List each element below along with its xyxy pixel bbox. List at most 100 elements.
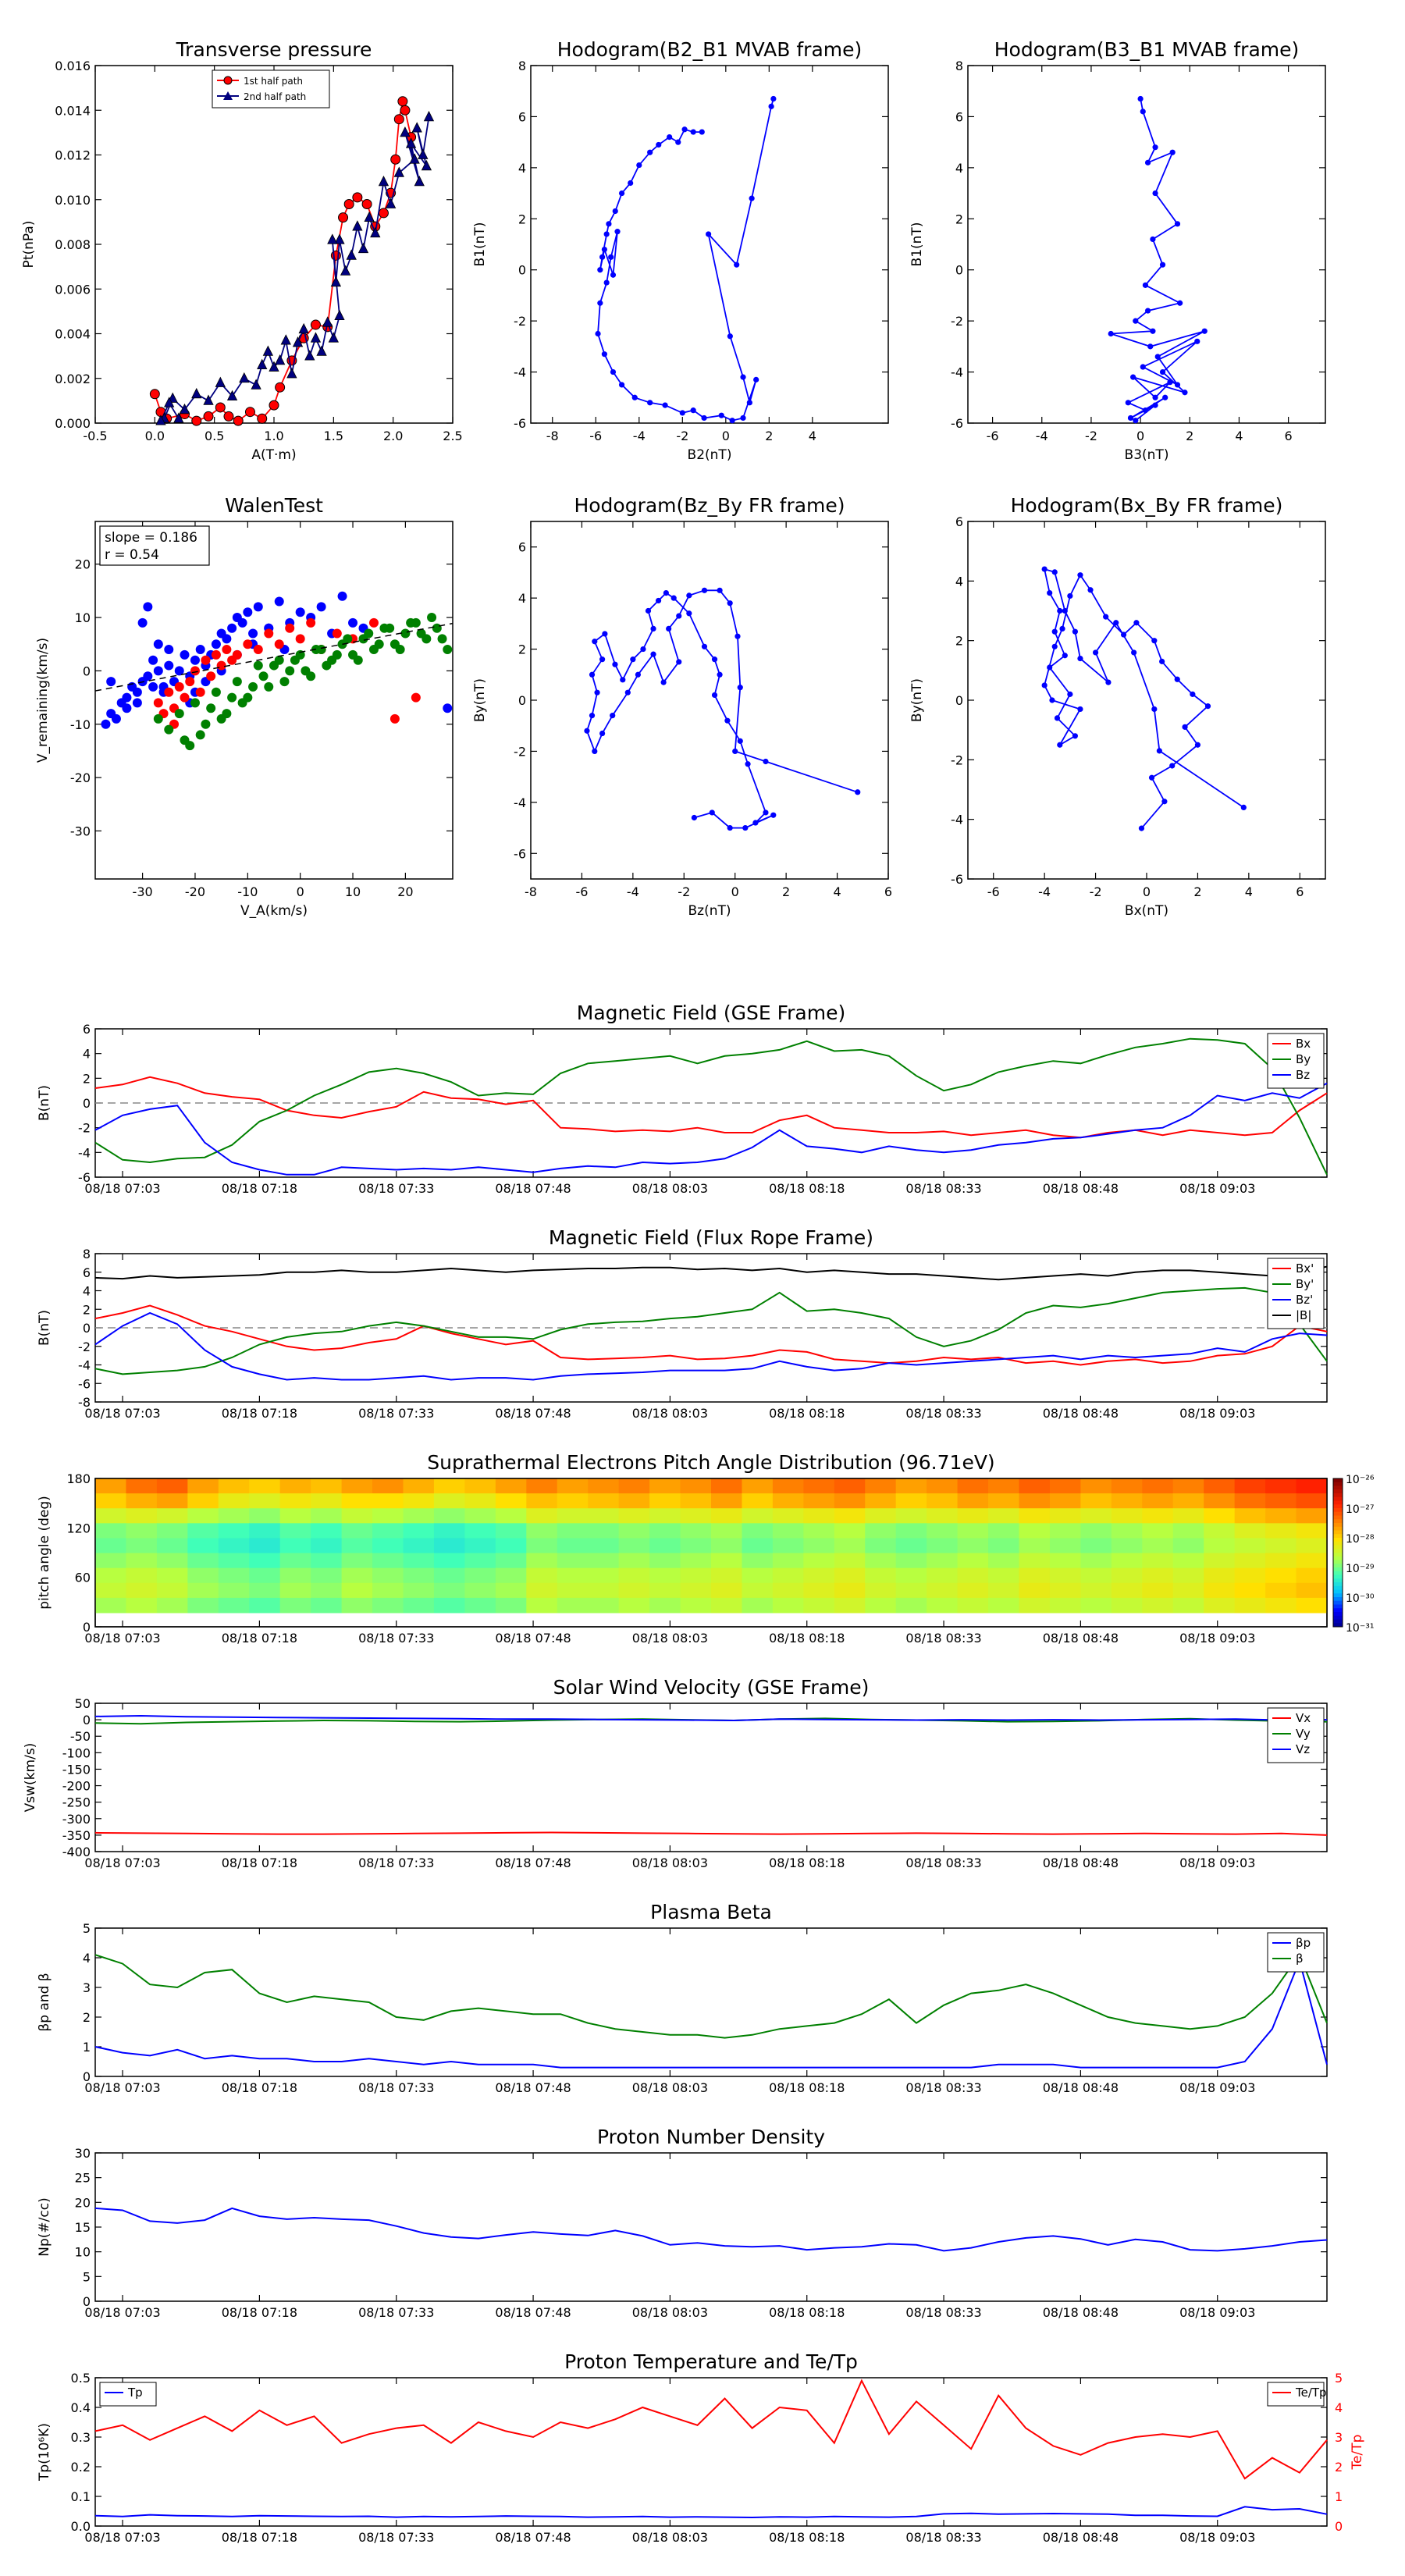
colorbar-step [1333,1534,1343,1539]
data-point [1159,658,1165,664]
y-tick-label: 0.0 [71,2519,91,2534]
data-point [768,103,774,109]
heatmap-cell [126,1582,158,1599]
data-point [1142,407,1149,414]
data-point [411,692,421,703]
heatmap-cell [711,1567,742,1584]
data-point [269,400,279,411]
heatmap-cell [1172,1538,1204,1554]
y-tick-label: 4 [83,1047,91,1062]
data-point [211,639,221,649]
data-point [378,175,389,187]
data-point [1105,679,1112,685]
colorbar-step [1333,1560,1343,1564]
y-tick-label: 2 [83,1071,91,1086]
y-tick-label: 0 [518,693,526,708]
heatmap-cell [126,1597,158,1614]
data-point [149,389,160,400]
data-point [203,394,214,405]
heatmap-cell [557,1478,589,1494]
proton-temp-chart: Proton Temperature and Te/Tp 0.0 0.1 0.2 0.3… [37,2350,1365,2545]
colorbar-step [1333,1612,1343,1617]
data-point [724,717,731,724]
data-point [647,149,653,155]
heatmap-cell [1234,1508,1266,1524]
annotation-box [99,525,210,566]
heatmap-cell [156,1508,188,1524]
legend [1267,2382,1325,2407]
y-tick-label: 2 [518,642,526,657]
heatmap-cell [618,1597,650,1614]
data-point [332,628,342,639]
colorbar-tick-label: 10⁻²⁸ [1346,1533,1375,1546]
y-tick-label: -2 [951,314,963,329]
heatmap-cell [895,1538,927,1554]
heatmap-cell [433,1582,465,1599]
heatmap-cell [95,1597,126,1614]
heatmap-cell [618,1493,650,1509]
data-point [338,212,349,223]
colorbar-tick-label: 10⁻²⁹ [1346,1563,1375,1575]
y2-tick-label: 3 [1335,2430,1343,2445]
data-point [594,689,600,696]
heatmap-cell [557,1508,589,1524]
y-tick-label: 0.014 [55,103,91,118]
colorbar-step [1333,1526,1343,1531]
heatmap-cell [803,1508,835,1524]
heatmap-cell [711,1597,742,1614]
heatmap-cell [927,1538,959,1554]
data-point [304,350,315,361]
heatmap-cell [218,1508,250,1524]
heatmap-cell [742,1582,774,1599]
data-point [206,703,216,713]
heatmap-cell [1111,1582,1143,1599]
time-tick-label: 08/18 07:33 [358,1406,434,1421]
heatmap-cell [187,1553,219,1569]
heatmap-cell [988,1567,1019,1584]
data-point [280,334,291,345]
y-tick-label: 10 [75,610,91,625]
data-point [1049,697,1055,703]
heatmap-cell [803,1523,835,1539]
data-point [1047,590,1053,596]
heatmap-cell [1172,1553,1204,1569]
y-tick-label: 0 [83,1321,91,1336]
time-tick-label: 08/18 08:48 [1043,1631,1119,1646]
colorbar-step [1333,1519,1343,1524]
data-point [191,415,202,426]
heatmap-cell [588,1597,620,1614]
heatmap-cell [557,1553,589,1569]
data-point [727,824,733,831]
y-tick-label: -4 [78,1145,91,1160]
data-point [195,645,205,655]
heatmap-cell [772,1582,804,1599]
heatmap-cell [834,1582,866,1599]
data-point [1240,804,1247,810]
plot-frame [94,1703,1328,1852]
x-tick-label: -10 [237,884,258,899]
y-tick-label: 0.4 [71,2400,91,2415]
x-tick-label: 2.5 [443,429,462,443]
heatmap-cell [156,1538,188,1554]
data-point [155,415,166,425]
time-tick-label: 08/18 07:18 [222,1631,297,1646]
colorbar-step [1333,1571,1343,1575]
data-point [742,824,749,831]
heatmap-cell [526,1523,558,1539]
data-point [232,677,242,687]
data-point [330,276,342,287]
heatmap-cell [988,1523,1019,1539]
heatmap-cell [1204,1567,1236,1584]
data-point [164,397,175,407]
data-point [185,677,195,687]
heatmap-cell [1049,1582,1081,1599]
data-point [393,166,404,177]
heatmap-cell [957,1538,989,1554]
heatmap-cell [803,1538,835,1554]
data-point [206,671,216,681]
heatmap-cell [557,1567,589,1584]
colorbar-tick-label: 10⁻³⁰ [1346,1592,1375,1605]
data-point [650,651,656,657]
x-tick-label: -4 [627,884,639,899]
y-tick-label: -30 [70,824,91,838]
